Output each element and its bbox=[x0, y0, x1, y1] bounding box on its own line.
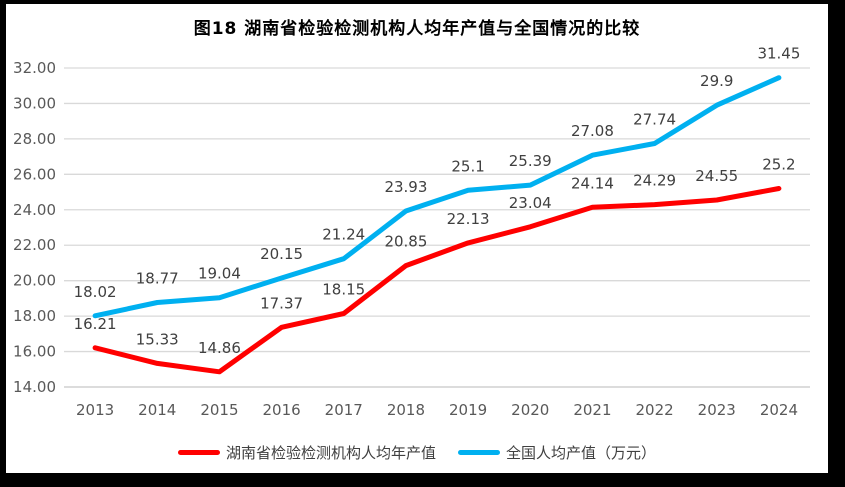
y-axis-tick-label: 30.00 bbox=[13, 94, 56, 112]
x-axis-tick-label: 2023 bbox=[698, 401, 736, 419]
y-axis-tick-label: 16.00 bbox=[13, 343, 56, 361]
x-axis-tick-label: 2015 bbox=[200, 401, 238, 419]
legend-item: 全国人均产值（万元） bbox=[458, 442, 656, 463]
data-label: 29.9 bbox=[700, 72, 733, 90]
data-label: 20.85 bbox=[384, 233, 427, 251]
legend-swatch bbox=[458, 450, 500, 455]
data-label: 31.45 bbox=[757, 45, 800, 63]
data-label: 27.74 bbox=[633, 110, 676, 128]
x-axis-tick-label: 2014 bbox=[138, 401, 176, 419]
data-label: 24.29 bbox=[633, 172, 676, 190]
y-axis-tick-label: 22.00 bbox=[13, 236, 56, 254]
legend: 湖南省检验检测机构人均年产值 全国人均产值（万元） bbox=[6, 442, 828, 463]
legend-label: 湖南省检验检测机构人均年产值 bbox=[225, 444, 436, 462]
chart-surface: 图18 湖南省检验检测机构人均年产值与全国情况的比较 14.00 16.00 18.… bbox=[6, 4, 828, 473]
y-axis-tick-label: 18.00 bbox=[13, 307, 56, 325]
plot-area: 14.00 16.00 18.00 20.00 22.00 24.00 26.00 28.00… bbox=[13, 45, 810, 419]
legend-swatch bbox=[177, 450, 220, 455]
series-line-0 bbox=[92, 186, 782, 375]
data-label: 14.86 bbox=[198, 339, 241, 357]
data-label: 20.15 bbox=[260, 245, 303, 263]
data-label: 24.14 bbox=[571, 174, 614, 192]
data-label: 18.15 bbox=[322, 280, 365, 298]
data-label: 21.24 bbox=[322, 226, 365, 244]
data-label: 25.1 bbox=[451, 157, 484, 175]
data-label: 23.93 bbox=[384, 178, 427, 196]
data-label: 16.21 bbox=[74, 315, 117, 333]
x-axis-tick-label: 2022 bbox=[635, 401, 673, 419]
chart-title: 图18 湖南省检验检测机构人均年产值与全国情况的比较 bbox=[193, 19, 641, 39]
data-label: 19.04 bbox=[198, 265, 241, 283]
x-axis-tick-label: 2020 bbox=[511, 401, 549, 419]
y-axis-tick-label: 20.00 bbox=[13, 272, 56, 290]
series-line-1 bbox=[92, 75, 782, 319]
y-axis-tick-label: 28.00 bbox=[13, 130, 56, 148]
y-axis-tick-label: 26.00 bbox=[13, 165, 56, 183]
y-axis-tick-label: 24.00 bbox=[13, 201, 56, 219]
legend-item: 湖南省检验检测机构人均年产值 bbox=[177, 442, 436, 463]
data-label: 23.04 bbox=[509, 194, 552, 212]
x-axis-tick-label: 2021 bbox=[573, 401, 611, 419]
data-label: 18.02 bbox=[74, 283, 117, 301]
data-label: 25.39 bbox=[509, 152, 552, 170]
data-label: 17.37 bbox=[260, 294, 303, 312]
x-axis-tick-label: 2013 bbox=[76, 401, 114, 419]
x-axis-tick-label: 2024 bbox=[760, 401, 798, 419]
y-axis-tick-label: 14.00 bbox=[13, 378, 56, 396]
x-axis-tick-label: 2017 bbox=[325, 401, 363, 419]
x-axis-tick-label: 2019 bbox=[449, 401, 487, 419]
x-axis-tick-label: 2018 bbox=[387, 401, 425, 419]
y-axis-tick-label: 32.00 bbox=[13, 59, 56, 77]
data-label: 25.2 bbox=[762, 156, 795, 174]
data-label: 22.13 bbox=[447, 210, 490, 228]
data-label: 27.08 bbox=[571, 122, 614, 140]
legend-label: 全国人均产值（万元） bbox=[506, 444, 657, 462]
x-axis-tick-label: 2016 bbox=[262, 401, 300, 419]
data-label: 18.77 bbox=[136, 269, 179, 287]
data-label: 15.33 bbox=[136, 330, 179, 348]
data-label: 24.55 bbox=[695, 167, 738, 185]
